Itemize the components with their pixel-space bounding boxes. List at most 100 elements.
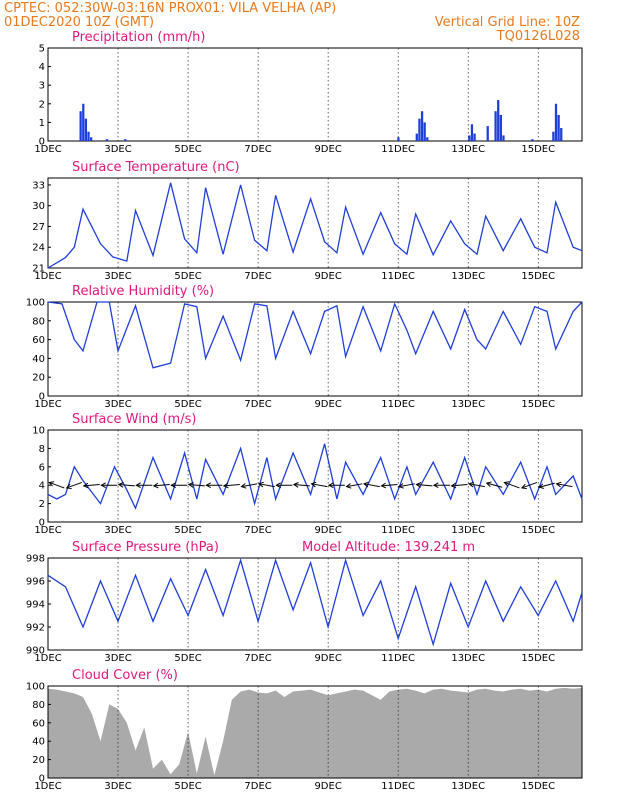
temperature-panel: 21 24 27 30 33 1DEC 3DEC 5DEC 7DEC 9DEC 11DEC 13DEC…	[32, 160, 583, 282]
wind-arrow	[398, 483, 415, 489]
wind-arrow	[345, 483, 363, 489]
y-tick-label: 100	[26, 298, 45, 309]
x-tick-label: 3DEC	[104, 144, 131, 155]
y-tick-label: 0	[39, 518, 45, 529]
wind-arrow-shaft	[118, 484, 135, 487]
wind-arrow	[65, 481, 82, 490]
wind-arrow-head	[362, 481, 369, 488]
wind-arrow-head	[257, 481, 264, 488]
precip-bar	[486, 126, 489, 141]
header-model: TQ0126L028	[496, 29, 580, 44]
y-tick-label: 24	[32, 243, 45, 254]
wind-arrow-shaft	[539, 482, 555, 488]
x-tick-label: 7DEC	[244, 144, 271, 155]
x-tick-label: 15DEC	[521, 525, 555, 536]
wind-arrow	[187, 482, 205, 488]
pressure-frame	[47, 557, 583, 651]
wind-arrow	[240, 483, 258, 489]
wind-arrow-head	[468, 481, 474, 488]
header-init-time: 01DEC2020 10Z (GMT)	[4, 15, 154, 30]
wind-arrow	[257, 481, 275, 488]
y-tick-label: 2	[39, 99, 45, 110]
y-tick-label: 990	[26, 646, 45, 657]
y-tick-label: 80	[32, 316, 45, 327]
x-tick-label: 1DEC	[34, 271, 61, 282]
y-tick-label: 40	[32, 354, 45, 365]
wind-arrow-head	[82, 482, 89, 489]
wind-arrow-shaft	[49, 481, 65, 489]
wind-arrow-head	[65, 483, 72, 490]
y-tick-label: 20	[32, 755, 45, 766]
wind-arrow-shaft	[153, 484, 170, 487]
x-tick-label: 15DEC	[521, 399, 555, 410]
pressure-panel: 990 992 994 996 998 1DEC 3DEC 5DEC 7DEC 9DEC 11DEC…	[26, 540, 583, 664]
precip-bar	[423, 122, 426, 141]
wind-arrow-head	[170, 482, 176, 489]
wind-arrow	[485, 481, 503, 488]
wind-arrow-shaft	[486, 482, 503, 488]
wind-arrow	[100, 482, 118, 489]
pressure-title: Surface Pressure (hPa)	[72, 540, 219, 555]
y-tick-label: 5	[39, 44, 45, 55]
precip-bar	[426, 137, 429, 141]
wind-arrow	[170, 482, 188, 489]
x-tick-label: 11DEC	[381, 653, 415, 664]
cloud-title: Cloud Cover (%)	[72, 668, 178, 683]
precip-bar	[84, 118, 88, 141]
header-grid-note: Vertical Grid Line: 10Z	[435, 15, 580, 30]
wind-arrow-head	[538, 483, 545, 489]
wind-arrow-head	[398, 483, 404, 489]
x-tick-label: 9DEC	[314, 525, 341, 536]
wind-arrow	[538, 482, 555, 489]
wind-arrow-head	[100, 482, 106, 489]
precip-bar	[397, 137, 400, 141]
x-tick-label: 3DEC	[104, 781, 131, 792]
precip-bar	[557, 114, 560, 141]
y-tick-label: 1	[39, 118, 45, 129]
precip-bar	[124, 139, 127, 141]
y-tick-label: 3	[39, 81, 45, 92]
precip-bar	[79, 111, 82, 141]
wind-arrow	[432, 482, 450, 489]
wind-arrow-shaft	[468, 483, 485, 488]
x-tick-label: 1DEC	[34, 781, 61, 792]
x-tick-label: 13DEC	[451, 271, 485, 282]
wind-arrow	[555, 481, 573, 488]
wind-arrow-head	[432, 482, 439, 489]
y-tick-label: 60	[32, 718, 45, 729]
x-tick-label: 3DEC	[104, 271, 131, 282]
wind-arrow-shaft	[223, 484, 240, 487]
y-tick-label: 2	[39, 499, 45, 510]
wind-arrow	[222, 482, 240, 489]
cloud-panel: 0 20 40 60 80 100 1DEC 3DEC 5DEC 7DEC 9DEC 11DEC 13D…	[26, 668, 583, 792]
pressure-line	[47, 557, 583, 647]
x-tick-label: 13DEC	[451, 525, 485, 536]
x-tick-label: 13DEC	[451, 399, 485, 410]
temperature-line	[47, 182, 583, 269]
precip-bar	[105, 139, 109, 141]
wind-arrow-head	[415, 482, 422, 488]
x-tick-label: 5DEC	[174, 653, 201, 664]
x-tick-label: 15DEC	[521, 653, 555, 664]
x-tick-label: 15DEC	[521, 781, 555, 792]
wind-arrow-shaft	[66, 481, 82, 489]
humidity-frame	[47, 301, 583, 397]
wind-arrow-head	[117, 482, 124, 488]
wind-arrow-shaft	[556, 483, 573, 488]
y-tick-label: 21	[32, 264, 45, 275]
wind-arrow-shaft	[416, 484, 433, 487]
header-station: CPTEC: 052:30W-03:16N PROX01: VILA VELHA…	[4, 1, 336, 16]
wind-arrow-head	[520, 483, 527, 490]
wind-arrow-shaft	[398, 483, 415, 488]
humidity-panel: 0 20 40 60 80 100 1DEC 3DEC 5DEC 7DEC 9DEC 11DEC 13D…	[26, 284, 583, 410]
y-tick-label: 994	[26, 600, 45, 611]
precipitation-title: Precipitation (mm/h)	[72, 30, 205, 45]
precip-bar	[499, 114, 502, 141]
wind-arrow	[292, 482, 310, 488]
x-tick-label: 3DEC	[104, 653, 131, 664]
wind-arrow	[380, 482, 398, 489]
wind-arrow-head	[222, 482, 229, 489]
wind-arrow-head	[485, 481, 492, 487]
wind-arrow-head	[555, 481, 562, 488]
wind-arrow-shaft	[258, 483, 275, 488]
